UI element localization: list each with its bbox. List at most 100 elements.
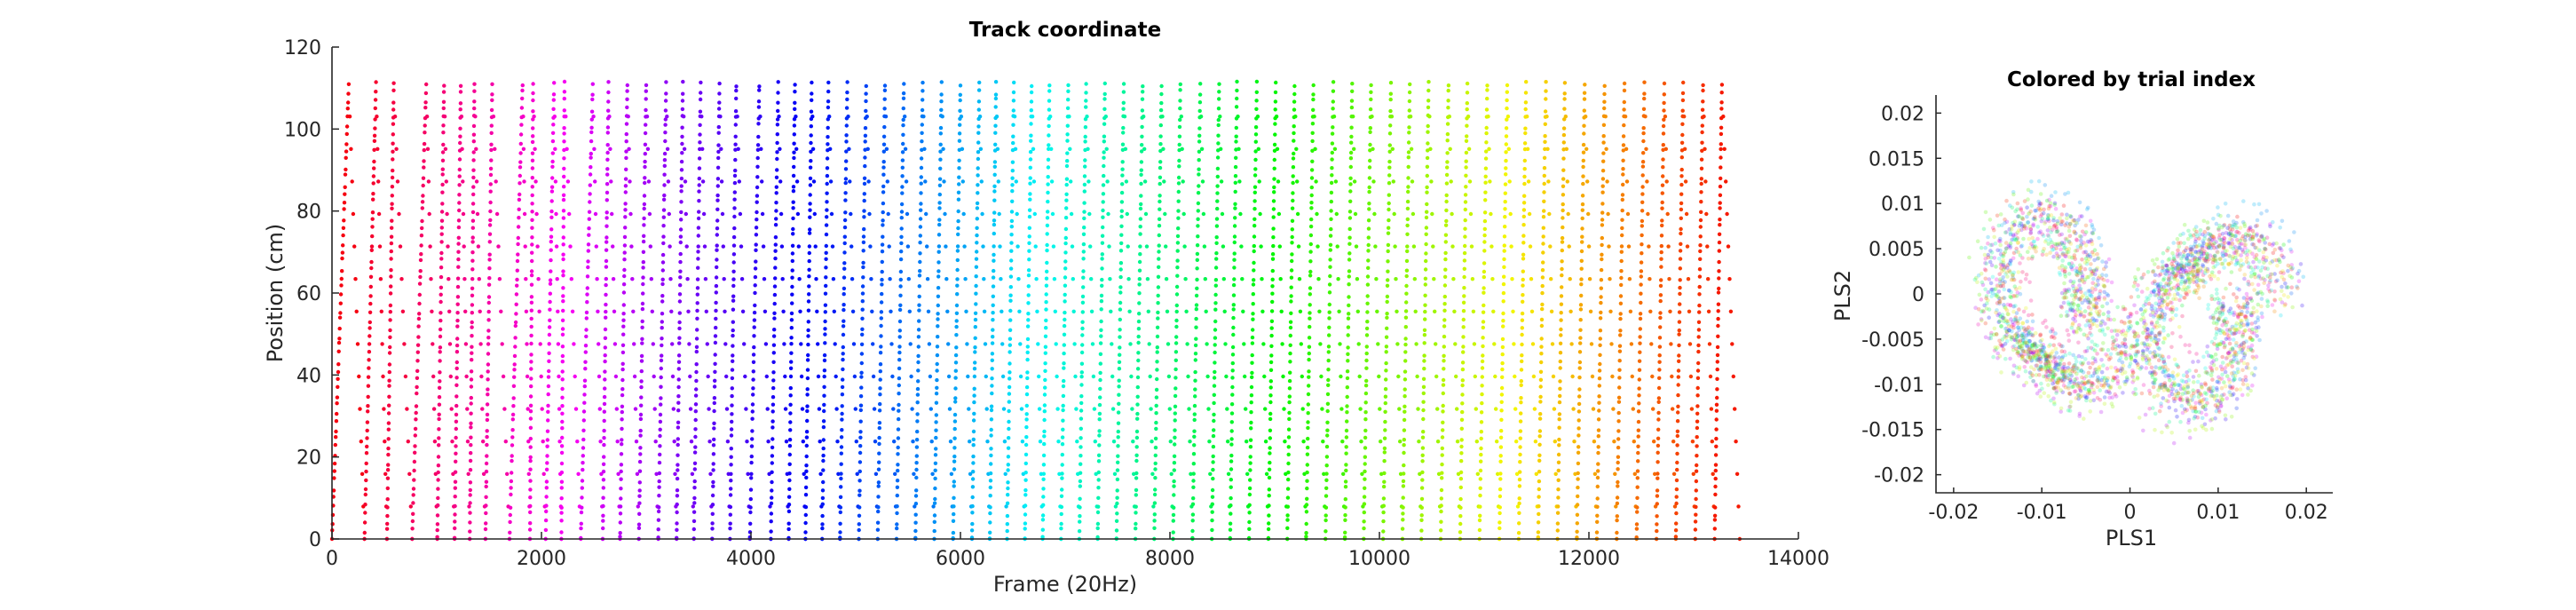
track-point [1181, 211, 1186, 217]
track-point [1513, 374, 1517, 379]
track-point [369, 259, 374, 265]
track-point [1621, 167, 1625, 171]
track-point [1065, 132, 1070, 137]
track-point [857, 493, 862, 497]
track-point [469, 384, 474, 389]
track-point [1663, 115, 1668, 119]
track-point [1252, 190, 1258, 194]
track-point [1159, 83, 1164, 89]
track-point [1322, 471, 1326, 476]
track-point [1178, 88, 1182, 92]
track-point [1697, 267, 1703, 272]
track-point [1009, 218, 1015, 224]
track-point [1343, 505, 1347, 510]
track-point [560, 332, 565, 337]
track-point [1480, 366, 1485, 370]
track-point [1139, 172, 1143, 177]
track-point [705, 342, 709, 346]
track-point [952, 436, 957, 440]
track-point [1517, 511, 1521, 515]
track-point [656, 509, 661, 514]
track-point [628, 179, 632, 184]
track-point [550, 131, 556, 135]
track-point [559, 530, 564, 535]
track-point [1518, 452, 1522, 457]
track-point [1597, 368, 1602, 373]
track-point [345, 107, 350, 111]
track-point [1501, 290, 1506, 296]
track-point [1014, 179, 1019, 184]
track-point [1272, 142, 1277, 147]
track-point [1714, 402, 1719, 407]
track-point [933, 453, 938, 457]
track-point [663, 131, 668, 135]
track-point [1604, 147, 1608, 151]
track-point [710, 511, 715, 516]
track-point [1027, 226, 1032, 230]
track-point [1695, 368, 1701, 373]
track-point [1363, 462, 1367, 466]
track-point [758, 115, 763, 119]
track-point [1487, 147, 1491, 151]
track-point [584, 334, 589, 339]
track-point [1661, 123, 1666, 129]
track-point [861, 249, 865, 253]
track-point [1117, 360, 1122, 364]
track-point [1118, 300, 1123, 305]
track-point [899, 234, 904, 239]
track-point [620, 426, 624, 432]
track-point [518, 181, 522, 186]
track-point [822, 353, 827, 358]
track-point [1464, 159, 1468, 163]
track-point [1598, 337, 1603, 341]
track-point [1212, 376, 1217, 380]
track-point [933, 486, 937, 491]
track-point [698, 109, 703, 114]
track-point [601, 486, 605, 490]
track-point [776, 108, 780, 114]
track-point [1119, 200, 1125, 204]
track-point [1640, 218, 1645, 224]
track-point [1618, 294, 1624, 298]
track-point [731, 307, 736, 312]
track-point [732, 173, 738, 178]
track-point [773, 235, 778, 240]
track-point [1273, 90, 1278, 95]
track-point [1286, 445, 1292, 449]
track-point [1270, 277, 1275, 281]
track-point [1576, 485, 1580, 490]
track-point [791, 226, 795, 232]
track-point [1278, 277, 1283, 281]
track-point [1328, 234, 1333, 238]
track-point [1616, 410, 1621, 416]
track-point [864, 83, 868, 89]
track-point [974, 283, 978, 289]
track-point [977, 115, 983, 119]
track-point [1081, 242, 1087, 247]
track-point [415, 376, 420, 380]
track-point [1309, 206, 1314, 210]
track-point [1480, 375, 1485, 379]
track-point [1316, 244, 1320, 249]
track-point [510, 471, 514, 475]
track-point [858, 408, 863, 413]
track-point [755, 194, 760, 198]
track-point [1176, 175, 1181, 180]
track-point [1540, 306, 1545, 312]
track-points [329, 79, 1742, 542]
track-point [1381, 484, 1387, 489]
track-point [1267, 475, 1272, 480]
track-point [619, 477, 623, 481]
track-point [774, 201, 778, 205]
track-point [1426, 123, 1430, 129]
track-point [952, 504, 956, 509]
track-point [1579, 249, 1584, 254]
track-point [1196, 191, 1201, 195]
track-point [1497, 487, 1503, 492]
track-point [363, 503, 367, 507]
track-point [638, 428, 643, 433]
track-point [952, 412, 958, 417]
track-point [658, 427, 662, 432]
track-point [1249, 384, 1254, 390]
track-point [364, 451, 369, 456]
